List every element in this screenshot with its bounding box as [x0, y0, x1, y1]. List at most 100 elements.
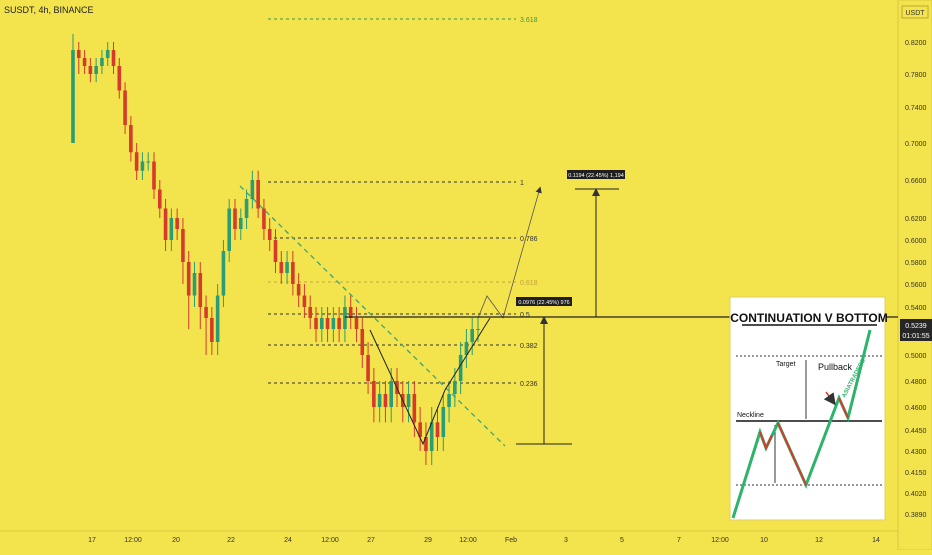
- candle-body: [458, 355, 463, 381]
- candle-body: [210, 318, 214, 342]
- time-tick-label: 3: [564, 537, 568, 544]
- time-tick-label: 22: [227, 537, 235, 544]
- inset-target-label: Target: [776, 361, 796, 368]
- candle-body: [111, 50, 116, 66]
- candle-body: [447, 394, 451, 407]
- price-tick-label: 0.7400: [905, 105, 927, 112]
- fib-level-label: 0.618: [520, 280, 538, 287]
- candle-body: [94, 66, 98, 74]
- candle-body: [453, 381, 457, 394]
- candle-body: [140, 161, 145, 171]
- time-tick-label: 20: [172, 537, 180, 544]
- price-tick-label: 0.4150: [905, 470, 927, 477]
- candle-body: [233, 208, 237, 229]
- time-tick-label: 17: [88, 537, 96, 544]
- candle-body: [424, 437, 428, 451]
- fib-level-label: 1: [520, 180, 524, 187]
- candle-body: [418, 422, 422, 437]
- candle-body: [250, 180, 255, 199]
- price-tick-label: 0.4800: [905, 379, 927, 386]
- price-tick-label: 0.6000: [905, 238, 927, 245]
- candle-body: [71, 50, 75, 143]
- candle-body: [464, 342, 469, 355]
- fib-level-label: 0.382: [520, 343, 538, 350]
- candle-body: [383, 394, 388, 407]
- measure-text-target: 0.1194 (22.45%) 1,194: [568, 173, 624, 179]
- price-tick-label: 0.5600: [905, 282, 927, 289]
- candle-body: [262, 208, 266, 229]
- price-tick-label: 0.4600: [905, 405, 927, 412]
- candle-body: [412, 394, 417, 423]
- candle-body: [343, 307, 347, 329]
- price-tick-label: 0.4300: [905, 449, 927, 456]
- price-tick-label: 0.5800: [905, 260, 927, 267]
- candle-body: [227, 208, 232, 251]
- candle-body: [186, 262, 191, 296]
- price-tick-label: 0.7000: [905, 141, 927, 148]
- candle-body: [238, 218, 243, 229]
- currency-label: USDT: [905, 10, 925, 17]
- candle-body: [88, 66, 93, 74]
- v-pattern-line[interactable]: [369, 317, 491, 446]
- current-price-label: 0.5239: [905, 323, 927, 330]
- candle-body: [470, 329, 475, 342]
- price-tick-label: 0.6200: [905, 216, 927, 223]
- inset-title: CONTINUATION V BOTTOM: [730, 311, 888, 325]
- candle-body: [204, 307, 208, 318]
- price-tick-label: 0.8200: [905, 40, 927, 47]
- candle-body: [152, 161, 156, 190]
- current-price-box: [900, 319, 932, 341]
- inset-red-segment-1: [759, 431, 773, 451]
- fib-level-label: 3.618: [520, 17, 538, 24]
- time-tick-label: 14: [872, 537, 880, 544]
- candle-body: [308, 307, 313, 318]
- inset-pullback-label: Pullback: [818, 362, 853, 372]
- descending-trendline[interactable]: [239, 185, 506, 447]
- candle-body: [175, 218, 179, 229]
- candle-body: [256, 180, 260, 209]
- measure-box-target: [567, 170, 625, 179]
- candle-body: [221, 251, 226, 296]
- candle-body: [163, 208, 168, 240]
- time-tick-label: 10: [760, 537, 768, 544]
- candle-body: [285, 262, 289, 273]
- time-tick-label: 29: [424, 537, 432, 544]
- countdown-label: 01:01:55: [902, 333, 929, 340]
- candle-body: [82, 58, 87, 66]
- time-tick-label: 12:00: [321, 537, 339, 544]
- candle-body: [273, 240, 278, 262]
- time-axis-labels: 17 12:00 20 22 24 12:00 27 29 12:00 Feb 3 5 7 12:00 10…: [88, 537, 880, 544]
- candle-body: [389, 381, 394, 407]
- candle-body: [331, 318, 336, 329]
- symbol-title: SUSDT, 4h, BINANCE: [4, 5, 94, 15]
- projection-path[interactable]: [477, 186, 542, 319]
- candle-body: [360, 329, 365, 355]
- inset-red-segment-2: [777, 422, 807, 486]
- candle-body: [105, 50, 110, 58]
- candle-body: [129, 125, 133, 153]
- candle-body: [134, 152, 139, 171]
- time-tick-label: 12:00: [711, 537, 729, 544]
- price-axis-panel[interactable]: [897, 0, 932, 551]
- inset-red-segment-3: [838, 397, 849, 419]
- candle-body: [279, 262, 284, 273]
- time-tick-label: 24: [284, 537, 292, 544]
- candle-body: [314, 318, 318, 329]
- currency-badge: [901, 5, 929, 19]
- candle-body: [123, 90, 127, 125]
- candle-body: [337, 318, 341, 329]
- fibonacci-levels[interactable]: 3.618 1 0.786 0.618 0.5 0.382 0.236: [268, 17, 538, 388]
- candle-body: [181, 229, 185, 262]
- candle-body: [267, 229, 272, 240]
- pullback-arrow: [823, 391, 836, 406]
- candle-body: [157, 189, 162, 209]
- candle-body: [441, 407, 446, 437]
- time-tick-label: 7: [677, 537, 681, 544]
- price-tick-label: 0.3890: [905, 512, 927, 519]
- inset-card: CONTINUATION V BOTTOM Target Pullback Ne…: [729, 296, 888, 521]
- candlestick-series: [71, 34, 480, 465]
- price-tick-label: 0.5000: [905, 353, 927, 360]
- candle-body: [146, 161, 151, 163]
